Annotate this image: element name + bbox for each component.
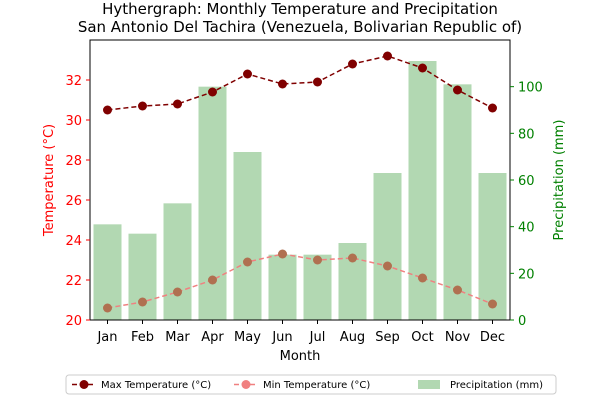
left-y-tick-label-32: 32 [65,74,82,89]
min-temp-point-apr [208,275,217,285]
x-tick-label-aug: Aug [340,330,365,345]
x-tick-label-feb: Feb [131,330,154,345]
precip-bar-jun [268,254,297,320]
right-y-tick-label-80: 80 [518,127,535,142]
x-tick-label-jun: Jun [271,330,292,345]
right-y-tick-label-0: 0 [518,314,526,329]
left-y-tick-label-28: 28 [65,154,82,169]
left-y-tick-label-22: 22 [65,274,82,289]
legend-max-marker-icon [79,380,89,389]
min-temp-point-mar [173,287,182,297]
min-temp-point-jan [103,303,112,313]
max-temp-point-feb [138,101,147,111]
min-temp-point-oct [418,273,427,283]
min-temp-point-jul [313,255,322,265]
min-temp-point-sep [383,261,392,271]
left-y-tick-label-26: 26 [65,194,82,209]
precip-bar-sep [373,173,402,320]
x-tick-label-sep: Sep [375,330,400,345]
x-tick-label-apr: Apr [201,330,224,345]
max-temp-point-dec [488,103,497,113]
x-tick-label-jan: Jan [96,330,117,345]
precip-bar-nov [443,84,472,320]
right-y-tick-label-40: 40 [518,221,535,236]
max-temp-point-aug [348,59,357,69]
right-y-axis-ticks: 0 20 40 60 80 100 [510,81,543,329]
chart-title-line2: San Antonio Del Tachira (Venezuela, Boli… [78,18,522,36]
x-tick-label-oct: Oct [411,330,433,345]
precip-bar-feb [128,233,157,320]
left-y-tick-label-20: 20 [65,314,82,329]
left-y-axis-ticks: 20 22 24 26 28 30 32 [65,74,90,329]
left-y-axis-label: Temperature (°C) [42,124,57,237]
precip-bar-apr [198,86,227,321]
chart-title-line1: Hythergraph: Monthly Temperature and Pre… [102,0,498,18]
legend-precip-label: Precipitation (mm) [450,380,543,391]
legend-min-label: Min Temperature (°C) [263,380,370,391]
x-tick-label-dec: Dec [480,330,505,345]
min-temp-line [107,253,493,309]
max-temp-point-mar [173,99,182,109]
max-temp-point-may [243,69,252,79]
temperature-lines [103,51,497,313]
precip-bar-may [233,152,262,320]
left-y-tick-label-30: 30 [65,114,82,129]
max-temp-point-nov [453,85,462,95]
legend-min-marker-icon [241,380,251,389]
min-temp-point-aug [348,253,357,263]
x-axis-ticks: Jan Feb Mar Apr May Jun Jul Aug Sep Oct Nov Dec [96,320,505,345]
right-y-tick-label-20: 20 [518,267,535,282]
max-temp-point-sep [383,51,392,61]
max-temp-point-apr [208,87,217,97]
max-temp-point-oct [418,63,427,73]
x-axis-label: Month [280,349,321,364]
x-tick-label-nov: Nov [445,330,471,345]
precip-bar-jul [303,254,332,320]
x-tick-label-may: May [234,330,261,345]
min-temp-point-dec [488,299,497,309]
precip-bar-mar [163,203,192,320]
min-temp-point-jun [278,249,287,259]
x-tick-label-jul: Jul [309,330,326,345]
min-temp-point-may [243,257,252,267]
max-temp-point-jul [313,77,322,87]
right-y-axis-label: Precipitation (mm) [552,120,567,241]
min-temp-point-feb [138,297,147,307]
legend-precip-patch-icon [418,380,440,389]
right-y-tick-label-60: 60 [518,174,535,189]
max-temp-line [107,55,493,111]
left-y-tick-label-24: 24 [65,234,82,249]
legend-max-label: Max Temperature (°C) [101,380,211,391]
precip-bar-dec [478,173,507,320]
min-temp-point-nov [453,285,462,295]
x-tick-label-mar: Mar [165,330,190,345]
right-y-tick-label-100: 100 [518,81,543,96]
legend-box [65,374,557,395]
legend: Max Temperature (°C) Min Temperature (°C… [65,374,557,395]
max-temp-point-jan [103,105,112,115]
max-temp-point-jun [278,79,287,89]
precipitation-bars [93,61,507,321]
